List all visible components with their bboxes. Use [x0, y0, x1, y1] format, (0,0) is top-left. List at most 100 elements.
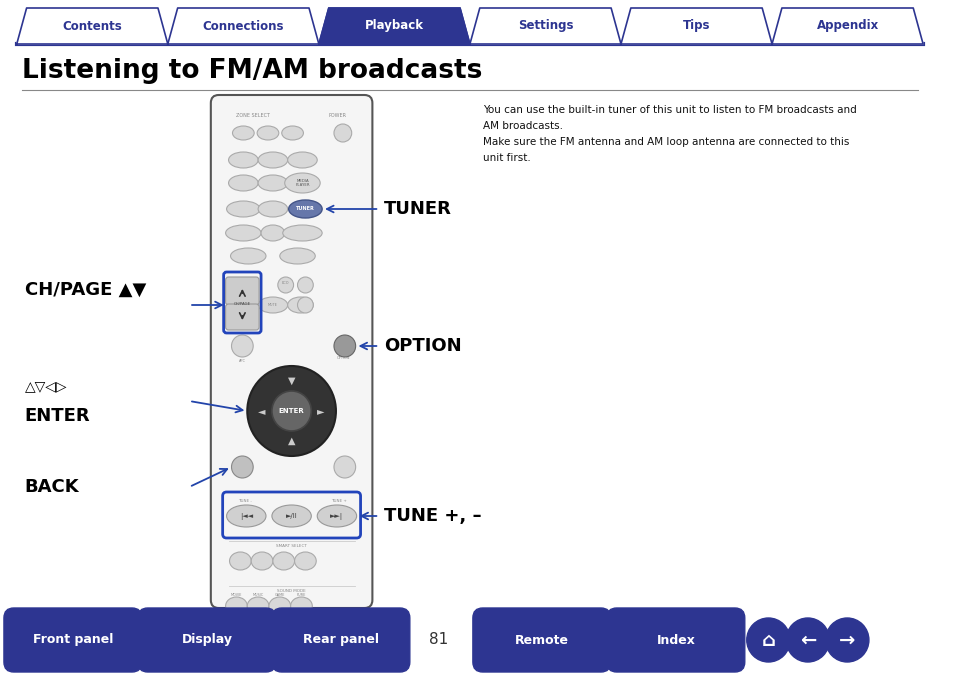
- FancyBboxPatch shape: [606, 608, 744, 672]
- Text: ►/II: ►/II: [286, 513, 297, 519]
- Ellipse shape: [258, 201, 288, 217]
- Ellipse shape: [281, 126, 303, 140]
- Text: |◄◄: |◄◄: [239, 513, 253, 520]
- Text: You can use the built-in tuner of this unit to listen to FM broadcasts and: You can use the built-in tuner of this u…: [482, 105, 856, 115]
- Text: CH/PAGE: CH/PAGE: [233, 302, 251, 306]
- Text: TUNER: TUNER: [295, 207, 314, 211]
- Polygon shape: [17, 8, 168, 44]
- Text: Listening to FM/AM broadcasts: Listening to FM/AM broadcasts: [22, 58, 481, 84]
- Polygon shape: [318, 8, 470, 44]
- Circle shape: [247, 366, 335, 456]
- Ellipse shape: [229, 175, 258, 191]
- Ellipse shape: [231, 248, 266, 264]
- Text: unit first.: unit first.: [482, 153, 530, 163]
- Ellipse shape: [297, 297, 313, 313]
- Ellipse shape: [261, 225, 284, 241]
- Ellipse shape: [277, 277, 294, 293]
- Circle shape: [232, 335, 253, 357]
- Text: ►: ►: [317, 406, 325, 416]
- Text: BACK: BACK: [25, 478, 79, 496]
- Text: AM broadcasts.: AM broadcasts.: [482, 121, 562, 131]
- Ellipse shape: [297, 277, 313, 293]
- Ellipse shape: [288, 152, 317, 168]
- Text: ECO: ECO: [282, 281, 289, 285]
- Text: ←: ←: [799, 631, 815, 649]
- Text: Make sure the FM antenna and AM loop antenna are connected to this: Make sure the FM antenna and AM loop ant…: [482, 137, 848, 147]
- FancyBboxPatch shape: [225, 304, 259, 330]
- Text: Rear panel: Rear panel: [302, 633, 378, 647]
- FancyBboxPatch shape: [138, 608, 275, 672]
- Text: CH/PAGE ▲▼: CH/PAGE ▲▼: [25, 281, 146, 299]
- Text: ▲: ▲: [288, 436, 295, 446]
- Ellipse shape: [258, 297, 288, 313]
- Ellipse shape: [294, 552, 315, 570]
- Ellipse shape: [289, 200, 322, 218]
- Text: ▼: ▼: [288, 376, 295, 386]
- Text: ENTER: ENTER: [278, 408, 304, 414]
- Circle shape: [334, 456, 355, 478]
- Text: Connections: Connections: [202, 20, 284, 32]
- Ellipse shape: [225, 225, 261, 241]
- Ellipse shape: [258, 152, 288, 168]
- Text: Tips: Tips: [682, 20, 710, 32]
- Circle shape: [272, 391, 311, 431]
- Text: Index: Index: [656, 633, 695, 647]
- Ellipse shape: [258, 175, 288, 191]
- Ellipse shape: [273, 552, 294, 570]
- Text: POWER: POWER: [329, 113, 347, 118]
- Ellipse shape: [229, 152, 258, 168]
- Text: APC: APC: [238, 359, 246, 363]
- FancyBboxPatch shape: [211, 95, 372, 608]
- FancyBboxPatch shape: [225, 277, 259, 305]
- Polygon shape: [620, 8, 771, 44]
- Text: ⌂: ⌂: [760, 631, 775, 649]
- Text: SMART SELECT: SMART SELECT: [275, 544, 307, 548]
- Circle shape: [232, 456, 253, 478]
- Polygon shape: [168, 8, 318, 44]
- Text: TUNER: TUNER: [384, 200, 452, 218]
- Text: Settings: Settings: [517, 20, 573, 32]
- Text: ►►|: ►►|: [330, 513, 343, 520]
- Text: 81: 81: [428, 633, 448, 647]
- Text: ◄: ◄: [258, 406, 266, 416]
- FancyBboxPatch shape: [272, 608, 410, 672]
- Text: Appendix: Appendix: [816, 20, 878, 32]
- Ellipse shape: [225, 597, 247, 615]
- Circle shape: [785, 618, 829, 662]
- Text: MEDIA
PLAYER: MEDIA PLAYER: [294, 179, 310, 187]
- Text: ZONE SELECT: ZONE SELECT: [236, 113, 270, 118]
- Ellipse shape: [227, 201, 260, 217]
- Text: PURE: PURE: [296, 593, 306, 597]
- Text: ENTER: ENTER: [25, 407, 91, 425]
- Ellipse shape: [282, 225, 322, 241]
- Ellipse shape: [257, 126, 278, 140]
- Text: MUSIC: MUSIC: [253, 593, 263, 597]
- Ellipse shape: [272, 505, 311, 527]
- Ellipse shape: [233, 126, 253, 140]
- Text: GAME: GAME: [274, 593, 285, 597]
- Text: TUNE +: TUNE +: [331, 499, 347, 503]
- Circle shape: [334, 335, 355, 357]
- Text: OPTION: OPTION: [336, 356, 350, 360]
- Text: Front panel: Front panel: [32, 633, 113, 647]
- Text: →: →: [839, 631, 855, 649]
- Ellipse shape: [251, 552, 273, 570]
- Text: SETUP: SETUP: [338, 472, 350, 476]
- Ellipse shape: [247, 597, 269, 615]
- Ellipse shape: [288, 297, 313, 313]
- Ellipse shape: [317, 505, 356, 527]
- Text: Contents: Contents: [62, 20, 122, 32]
- Text: MOVIE: MOVIE: [231, 593, 242, 597]
- Circle shape: [334, 124, 352, 142]
- Text: Remote: Remote: [515, 633, 568, 647]
- Ellipse shape: [227, 505, 266, 527]
- Polygon shape: [470, 8, 620, 44]
- Text: BACK: BACK: [238, 472, 248, 476]
- Text: TUNE -: TUNE -: [238, 499, 252, 503]
- Text: OPTION: OPTION: [384, 337, 461, 355]
- Text: △▽◁▷: △▽◁▷: [25, 379, 67, 393]
- Ellipse shape: [269, 597, 291, 615]
- FancyBboxPatch shape: [4, 608, 142, 672]
- Ellipse shape: [230, 552, 251, 570]
- FancyBboxPatch shape: [473, 608, 610, 672]
